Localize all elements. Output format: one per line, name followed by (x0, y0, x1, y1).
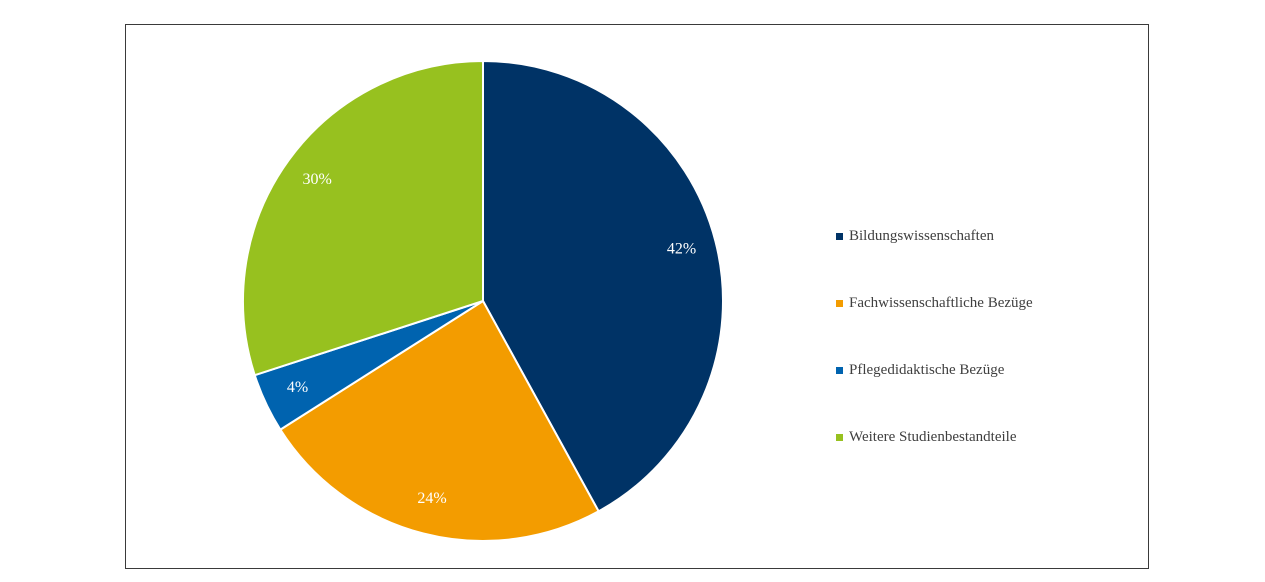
pie-chart: 42% 24% 4% 30% (241, 59, 724, 542)
legend-label-0: Bildungswissenschaften (849, 227, 994, 244)
legend-swatch-0 (836, 232, 843, 240)
legend: Bildungswissenschaften Fachwissenschaftli… (836, 225, 1033, 493)
legend-swatch-1 (836, 299, 843, 307)
slice-value-label-1: 24% (417, 490, 446, 507)
pie-slice-1 (278, 299, 600, 542)
slice-value-label-0: 42% (667, 241, 696, 258)
legend-item-0: Bildungswissenschaften (836, 225, 1033, 247)
legend-swatch-3 (836, 433, 843, 441)
legend-label-1: Fachwissenschaftliche Bezüge (849, 294, 1033, 311)
legend-item-1: Fachwissenschaftliche Bezüge (836, 292, 1033, 314)
legend-label-3: Weitere Studienbestandteile (849, 428, 1017, 445)
legend-item-3: Weitere Studienbestandteile (836, 426, 1033, 448)
chart-frame: 42% 24% 4% 30% Bildungswissenschaften Fachwi… (125, 24, 1149, 569)
legend-item-2: Pflegedidaktische Bezüge (836, 359, 1033, 381)
slice-value-label-3: 30% (302, 171, 331, 188)
legend-swatch-2 (836, 366, 843, 374)
pie-slice-3 (241, 59, 484, 377)
pie-slice-0 (482, 59, 724, 513)
legend-label-2: Pflegedidaktische Bezüge (849, 361, 1005, 378)
slice-value-label-2: 4% (287, 379, 308, 396)
